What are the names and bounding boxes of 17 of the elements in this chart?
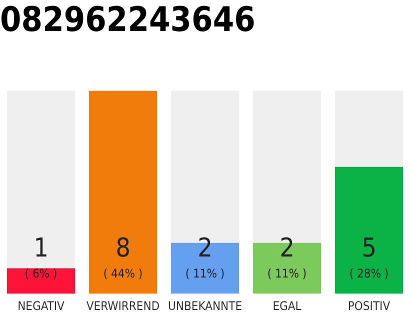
x-tick-label: POSITIV bbox=[348, 298, 391, 313]
data-label: 2 bbox=[198, 233, 212, 264]
x-tick-label: UNBEKANNTE bbox=[168, 298, 242, 313]
data-label: 8 bbox=[116, 233, 130, 264]
x-tick-label: NEGATIV bbox=[18, 298, 66, 313]
annotation: ( 11% ) bbox=[267, 266, 307, 281]
data-label: 2 bbox=[280, 233, 294, 264]
annotation: ( 44% ) bbox=[103, 266, 143, 281]
annotation: ( 6% ) bbox=[24, 266, 58, 281]
data-label: 1 bbox=[34, 233, 48, 264]
annotation: ( 28% ) bbox=[349, 266, 389, 281]
bar bbox=[6, 268, 76, 294]
x-tick-label: EGAL bbox=[272, 298, 302, 313]
chart-title: 082962243646 bbox=[0, 0, 256, 40]
data-label: 5 bbox=[362, 233, 376, 264]
annotation: ( 11% ) bbox=[185, 266, 225, 281]
x-tick-label: VERWIRREND bbox=[86, 298, 160, 313]
